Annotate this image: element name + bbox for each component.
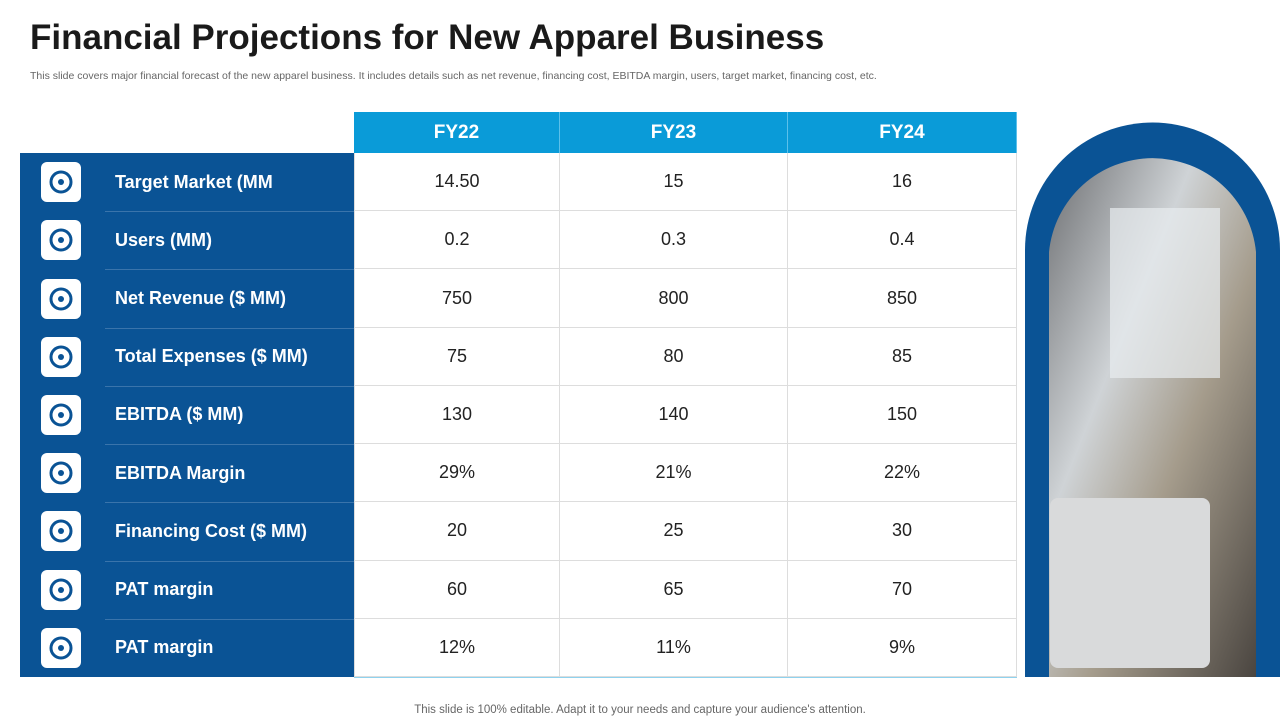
- value-cell: 80: [560, 327, 788, 386]
- icon-glyph: [49, 170, 73, 194]
- value-cell: 22%: [788, 444, 1017, 503]
- value-cell: 750: [354, 269, 560, 328]
- subtitle: This slide covers major financial foreca…: [30, 70, 877, 82]
- photo: [1025, 122, 1280, 678]
- value-cell: 25: [560, 502, 788, 561]
- row-label: EBITDA Margin: [115, 462, 246, 483]
- value-cell: 140: [560, 385, 788, 445]
- value-cell: 150: [788, 385, 1017, 445]
- row-separator: [105, 269, 354, 271]
- value-cell: 0.3: [560, 211, 788, 270]
- value-cell: 800: [560, 269, 788, 328]
- photo-window: [1110, 208, 1220, 378]
- column-header: FY23: [560, 112, 788, 153]
- row-icon: [41, 336, 81, 377]
- icon-glyph: [49, 228, 73, 252]
- row-separator: [105, 327, 354, 329]
- icon-glyph: [49, 287, 73, 311]
- row-label: PAT margin: [115, 579, 214, 600]
- column-header: FY24: [788, 112, 1017, 153]
- row-icon: [41, 395, 81, 435]
- value-cell: 9%: [788, 618, 1017, 677]
- value-cell: 75: [354, 327, 560, 386]
- value-cell: 20: [354, 502, 560, 561]
- row-icon: [41, 569, 81, 610]
- row-icon: [41, 511, 81, 552]
- value-cell: 70: [788, 560, 1017, 619]
- value-cell: 60: [354, 560, 560, 619]
- title: Financial Projections for New Apparel Bu…: [30, 18, 825, 57]
- row-separator: [105, 560, 354, 562]
- row-label: Net Revenue ($ MM): [115, 288, 287, 309]
- value-cell: 14.50: [354, 153, 560, 212]
- value-cell: 30: [788, 502, 1017, 561]
- value-cell: 21%: [560, 444, 788, 503]
- value-cell: 15: [560, 153, 788, 212]
- row-label: Target Market (MM: [115, 171, 273, 192]
- icon-glyph: [49, 403, 73, 427]
- icon-glyph: [49, 519, 73, 543]
- value-cell: 16: [788, 153, 1017, 212]
- value-cell: 29%: [354, 444, 560, 503]
- row-separator: [105, 385, 354, 387]
- footer: This slide is 100% editable. Adapt it to…: [414, 704, 866, 716]
- row-icon: [41, 162, 81, 203]
- value-cell: 11%: [560, 618, 788, 677]
- row-icon: [41, 453, 81, 494]
- row-icon: [41, 220, 81, 261]
- photo-laptop: [1050, 498, 1210, 668]
- row-label: PAT margin: [115, 637, 214, 658]
- row-label: Total Expenses ($ MM): [115, 346, 308, 367]
- row-icon: [41, 627, 81, 668]
- icon-glyph: [49, 461, 73, 485]
- row-separator: [105, 502, 354, 504]
- value-cell: 12%: [354, 618, 560, 677]
- row-label: EBITDA ($ MM): [115, 404, 244, 425]
- table-bottom-line: [354, 676, 1017, 678]
- row-icon: [41, 278, 81, 319]
- icon-glyph: [49, 345, 73, 369]
- column-header: FY22: [354, 112, 560, 153]
- row-label: Financing Cost ($ MM): [115, 520, 307, 541]
- icon-glyph: [49, 578, 73, 602]
- value-cell: 850: [788, 269, 1017, 328]
- row-label: Users (MM): [115, 229, 213, 250]
- value-cell: 65: [560, 560, 788, 619]
- icon-glyph: [49, 636, 73, 660]
- value-cell: 0.4: [788, 211, 1017, 270]
- row-separator: [105, 444, 354, 446]
- value-cell: 85: [788, 327, 1017, 386]
- row-separator: [105, 618, 354, 620]
- value-cell: 0.2: [354, 211, 560, 270]
- row-separator: [105, 211, 354, 213]
- value-cell: 130: [354, 385, 560, 445]
